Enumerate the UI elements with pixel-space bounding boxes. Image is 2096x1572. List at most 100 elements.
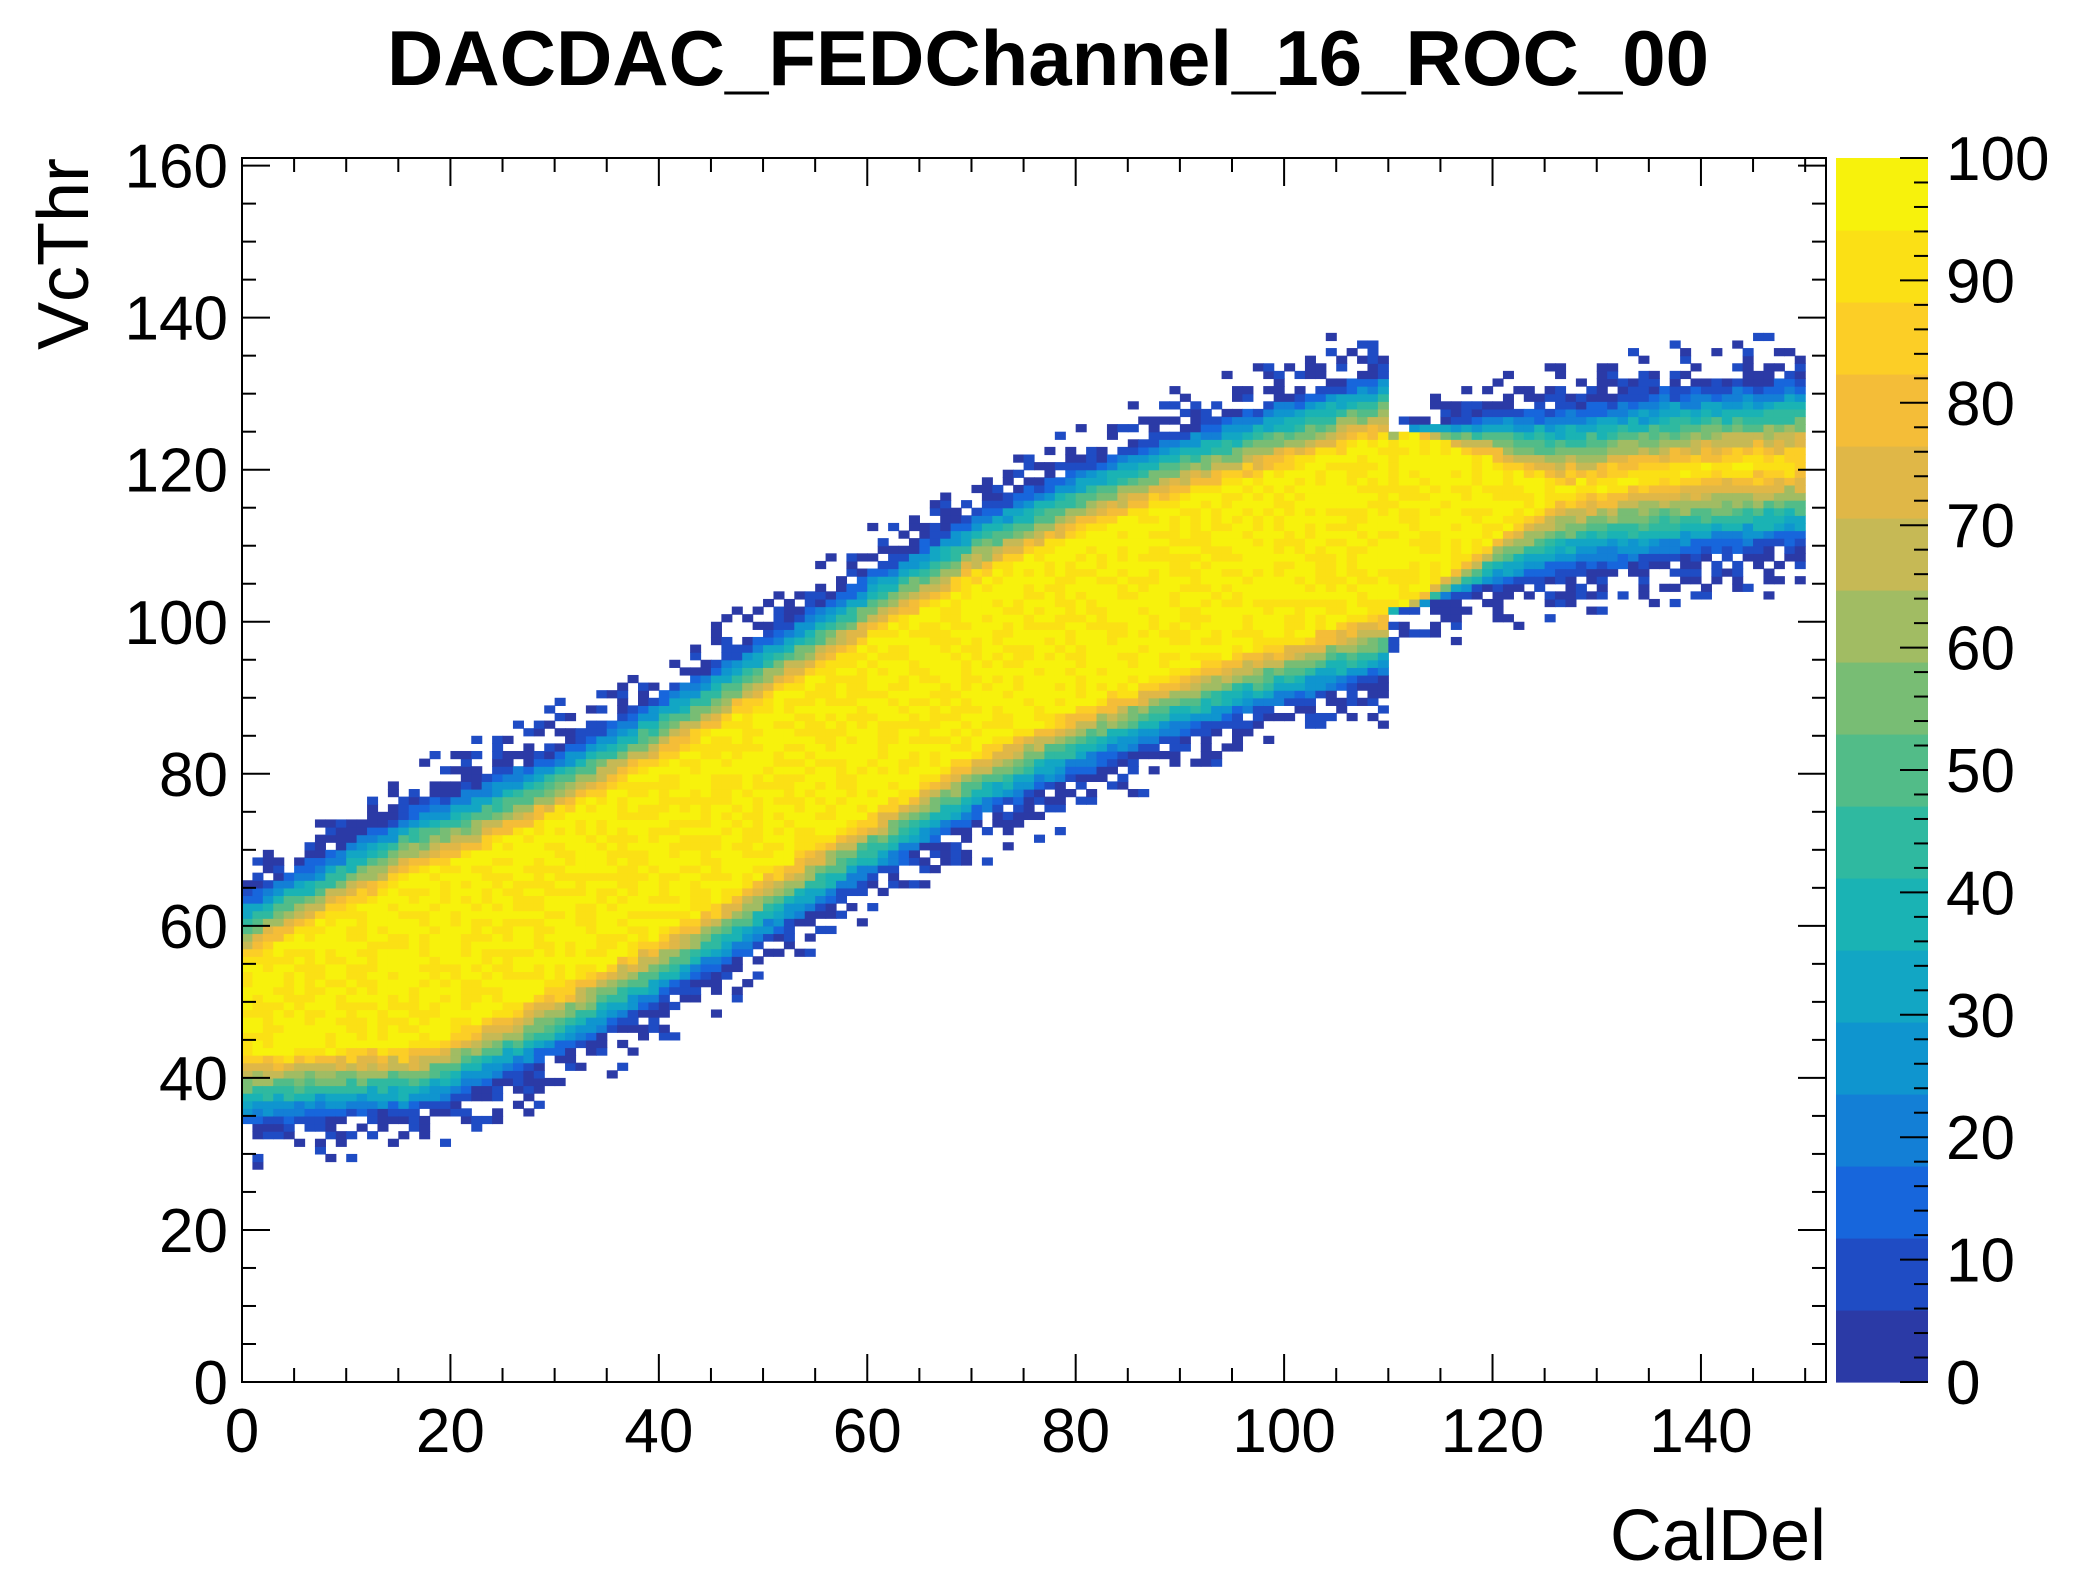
heatmap-cell — [1169, 386, 1181, 395]
heatmap-cell — [398, 963, 410, 973]
heatmap-cell — [398, 956, 410, 965]
heatmap-cell — [377, 925, 389, 935]
heatmap-cell — [815, 659, 827, 668]
heatmap-cell — [1002, 789, 1014, 798]
heatmap-cell — [825, 682, 837, 691]
heatmap-cell — [273, 1108, 285, 1117]
heatmap-cell — [1232, 682, 1244, 691]
heatmap-cell — [1325, 446, 1337, 456]
heatmap-cell — [1106, 454, 1118, 463]
heatmap-cell — [471, 1017, 483, 1026]
heatmap-cell — [867, 621, 879, 630]
heatmap-cell — [492, 880, 504, 889]
heatmap-cell — [314, 842, 326, 851]
heatmap-cell — [1159, 697, 1171, 706]
heatmap-cell — [356, 865, 368, 874]
heatmap-cell — [440, 827, 452, 836]
heatmap-cell — [679, 811, 691, 821]
heatmap-cell — [638, 827, 650, 836]
heatmap-cell — [1106, 484, 1118, 494]
heatmap-cell — [1138, 712, 1150, 722]
heatmap-cell — [627, 994, 639, 1003]
heatmap-cell — [617, 948, 629, 957]
heatmap-cell — [523, 941, 535, 950]
heatmap-cell — [981, 827, 993, 836]
heatmap-cell — [1336, 667, 1348, 676]
heatmap-cell — [606, 690, 618, 699]
heatmap-cell — [554, 971, 566, 980]
heatmap-cell — [836, 720, 848, 729]
heatmap-cell — [606, 743, 618, 752]
heatmap-cell — [961, 773, 973, 782]
heatmap-cell — [523, 796, 535, 805]
heatmap-cell — [1200, 614, 1212, 623]
heatmap-cell — [752, 728, 764, 737]
heatmap-cell — [1117, 781, 1129, 790]
heatmap-cell — [481, 789, 493, 798]
heatmap-cell — [1190, 454, 1202, 463]
heatmap-cell — [419, 1017, 431, 1026]
heatmap-cell — [1138, 598, 1150, 608]
heatmap-cell — [815, 880, 827, 889]
heatmap-cell — [356, 895, 368, 904]
heatmap-cell — [804, 834, 816, 843]
heatmap-cell — [1106, 522, 1118, 532]
heatmap-cell — [710, 1009, 722, 1018]
heatmap-cell — [1138, 750, 1150, 760]
heatmap-cell — [1034, 690, 1046, 699]
heatmap-cell — [554, 1001, 566, 1011]
heatmap-cell — [502, 1009, 514, 1018]
heatmap-cell — [950, 773, 962, 782]
heatmap-cell — [908, 674, 920, 684]
heatmap-cell — [398, 811, 410, 821]
heatmap-cell — [617, 910, 629, 919]
heatmap-cell — [971, 598, 983, 608]
heatmap-cell — [1346, 515, 1358, 524]
heatmap-cell — [314, 963, 326, 973]
heatmap-cell — [1294, 424, 1306, 433]
heatmap-cell — [1273, 652, 1285, 661]
heatmap-cell — [638, 1024, 650, 1033]
heatmap-cell — [492, 773, 504, 782]
heatmap-cell — [1127, 522, 1139, 532]
heatmap-cell — [1377, 636, 1389, 646]
heatmap-cell — [367, 1032, 379, 1041]
heatmap-cell — [1086, 629, 1098, 638]
heatmap-cell — [888, 773, 900, 782]
heatmap-cell — [648, 918, 660, 927]
heatmap-cell — [1075, 568, 1087, 577]
heatmap-cell — [314, 941, 326, 950]
heatmap-cell — [294, 1032, 306, 1041]
heatmap-cell — [1127, 766, 1139, 775]
heatmap-cell — [856, 811, 868, 821]
heatmap-cell — [1106, 568, 1118, 577]
heatmap-cell — [638, 743, 650, 752]
heatmap-cell — [1002, 712, 1014, 722]
heatmap-cell — [398, 910, 410, 919]
heatmap-cell — [1200, 712, 1212, 722]
heatmap-cell — [273, 1024, 285, 1033]
heatmap-cell — [825, 872, 837, 881]
heatmap-cell — [804, 895, 816, 904]
heatmap-cell — [533, 728, 545, 737]
heatmap-cell — [638, 842, 650, 851]
heatmap-cell — [1398, 621, 1410, 630]
heatmap-cell — [658, 880, 670, 889]
heatmap-cell — [877, 560, 889, 570]
heatmap-cell — [262, 971, 274, 980]
heatmap-cell — [565, 712, 577, 722]
heatmap-cell — [387, 948, 399, 957]
heatmap-cell — [242, 918, 254, 927]
heatmap-cell — [1398, 583, 1410, 592]
heatmap-cell — [1398, 507, 1410, 516]
heatmap-cell — [1367, 553, 1379, 562]
heatmap-cell — [471, 789, 483, 798]
heatmap-cell — [815, 728, 827, 737]
heatmap-cell — [908, 842, 920, 851]
heatmap-cell — [377, 1070, 389, 1079]
heatmap-cell — [419, 887, 431, 897]
heatmap-cell — [335, 933, 347, 942]
heatmap-cell — [721, 887, 733, 897]
heatmap-cell — [1294, 606, 1306, 615]
heatmap-cell — [1377, 598, 1389, 608]
